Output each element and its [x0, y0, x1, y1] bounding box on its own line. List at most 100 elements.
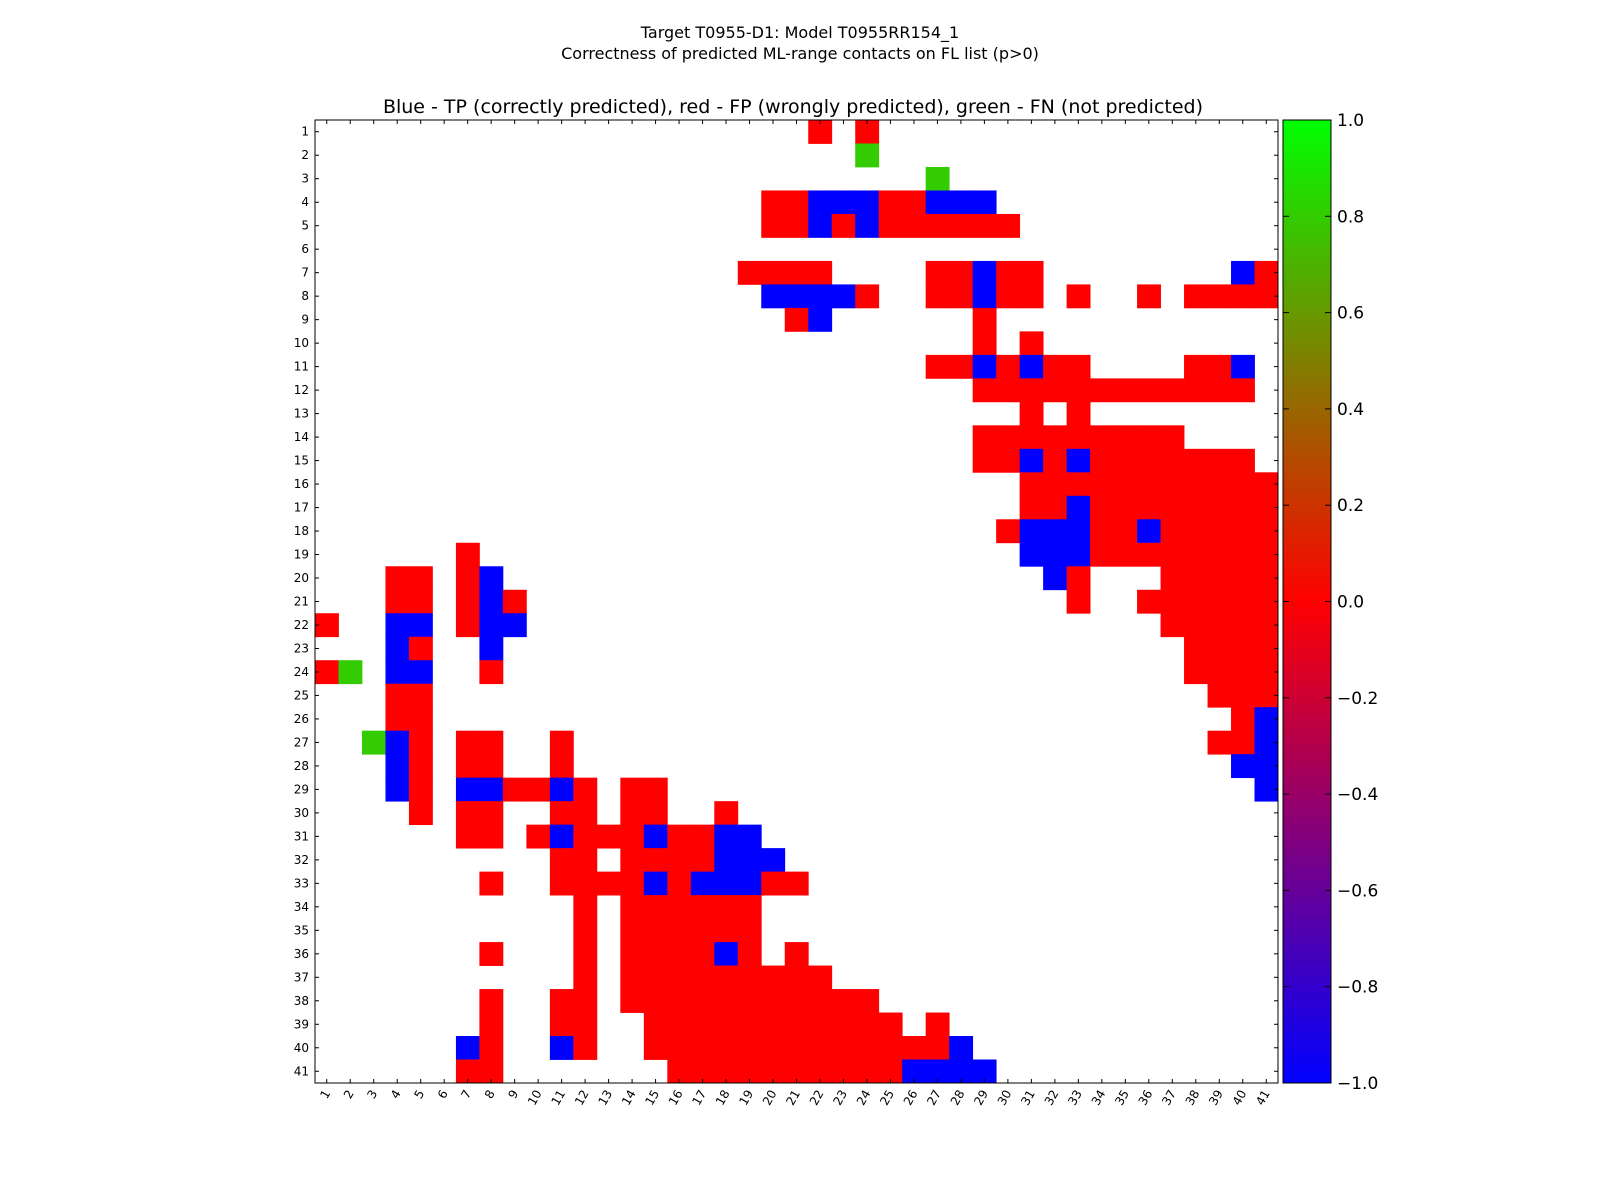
y-tick-label: 30 [294, 806, 309, 820]
heatmap-cell [996, 425, 1021, 450]
heatmap-cell [808, 1059, 833, 1084]
heatmap-cell [1113, 448, 1138, 473]
heatmap-cell [1160, 519, 1185, 544]
heatmap-cell [1231, 519, 1255, 544]
heatmap-cell [972, 354, 997, 379]
heatmap-cell [1113, 378, 1138, 403]
heatmap-cell [408, 683, 433, 708]
heatmap-cell [479, 1036, 504, 1060]
heatmap-cell [620, 942, 645, 966]
heatmap-cell [1254, 683, 1279, 708]
heatmap-cell [855, 190, 880, 215]
heatmap-cell [1254, 542, 1279, 567]
x-tick-label: 31 [1018, 1088, 1038, 1108]
y-tick-label: 1 [301, 125, 309, 139]
heatmap-cell [455, 730, 480, 755]
heatmap-cell [925, 166, 950, 191]
y-tick-label: 3 [301, 172, 309, 186]
heatmap-cell [761, 989, 786, 1013]
heatmap-cell [573, 871, 598, 896]
y-tick-label: 4 [301, 195, 309, 209]
heatmap-cell [737, 824, 762, 849]
heatmap-cell [1066, 284, 1091, 309]
heatmap-cell [714, 824, 739, 849]
heatmap-cell [1066, 448, 1091, 473]
heatmap-cell [1254, 730, 1279, 755]
heatmap-cell [643, 942, 668, 966]
y-tick-label: 27 [294, 735, 309, 749]
heatmap-cell [1160, 613, 1185, 638]
y-tick-label: 23 [294, 641, 309, 655]
heatmap-cell [690, 989, 715, 1013]
heatmap-cell [737, 989, 762, 1013]
colorbar-tick-label: −0.2 [1337, 689, 1378, 709]
heatmap-cell [714, 871, 739, 896]
heatmap-cell [737, 1059, 762, 1084]
heatmap-cell [925, 1012, 950, 1037]
heatmap-cell [1254, 519, 1279, 544]
heatmap-cell [1113, 495, 1138, 520]
heatmap-cell [808, 1012, 833, 1037]
heatmap-cell [1254, 495, 1279, 520]
heatmap-cell [1254, 707, 1279, 732]
heatmap-cell [1207, 542, 1232, 567]
heatmap-cell [479, 754, 504, 779]
heatmap-cell [1066, 472, 1091, 497]
heatmap-cell [667, 1036, 692, 1060]
heatmap-cell [1254, 589, 1279, 614]
heatmap-cell [385, 777, 410, 802]
heatmap-cell [1184, 613, 1208, 638]
heatmap-cell [878, 1036, 903, 1060]
heatmap-cell [1019, 448, 1044, 473]
heatmap-cell [1207, 589, 1232, 614]
x-tick-label: 28 [948, 1088, 968, 1108]
heatmap-cell [1090, 495, 1114, 520]
heatmap-cell [1254, 284, 1279, 309]
heatmap-cell [831, 284, 856, 309]
heatmap-cell [784, 213, 809, 238]
heatmap-cell [1137, 542, 1161, 567]
heatmap-cell [385, 636, 410, 661]
heatmap-cell [972, 448, 997, 473]
heatmap-cell [737, 1012, 762, 1037]
heatmap-cell [479, 1012, 504, 1037]
heatmap-cell [1207, 378, 1232, 403]
colorbar-tick-label: 0.2 [1337, 496, 1364, 516]
heatmap-cell [502, 589, 527, 614]
heatmap-cell [408, 801, 433, 826]
heatmap-cell [573, 942, 598, 966]
heatmap-cell [408, 636, 433, 661]
heatmap-cell [878, 190, 903, 215]
heatmap-cell [455, 754, 480, 779]
heatmap-cell [1066, 495, 1091, 520]
heatmap-cell [643, 895, 668, 919]
x-tick-label: 15 [642, 1088, 662, 1108]
heatmap-cell [1254, 777, 1279, 802]
heatmap-cell [385, 754, 410, 779]
y-tick-label: 7 [301, 266, 309, 280]
heatmap-cell [573, 989, 598, 1013]
x-tick-label: 34 [1089, 1088, 1109, 1108]
heatmap-cell [385, 730, 410, 755]
heatmap-cell [620, 824, 645, 849]
heatmap-cell [690, 1012, 715, 1037]
heatmap-cell [479, 1059, 504, 1084]
heatmap-cell [1019, 495, 1044, 520]
heatmap-cell [573, 801, 598, 826]
heatmap-cell [479, 566, 504, 591]
heatmap-cell [549, 824, 574, 849]
heatmap-cell [1160, 495, 1185, 520]
heatmap-cell [549, 754, 574, 779]
heatmap-cell [925, 354, 950, 379]
heatmap-cell [479, 636, 504, 661]
heatmap-cell [1043, 495, 1068, 520]
heatmap-cell [737, 260, 762, 285]
x-tick-label: 11 [548, 1088, 568, 1108]
heatmap-cell [737, 965, 762, 990]
heatmap-cell [1207, 448, 1232, 473]
heatmap-cell [925, 190, 950, 215]
heatmap-cell [949, 354, 974, 379]
x-tick-label: 30 [995, 1088, 1015, 1108]
y-tick-label: 21 [294, 595, 309, 609]
y-tick-label: 6 [301, 242, 309, 256]
